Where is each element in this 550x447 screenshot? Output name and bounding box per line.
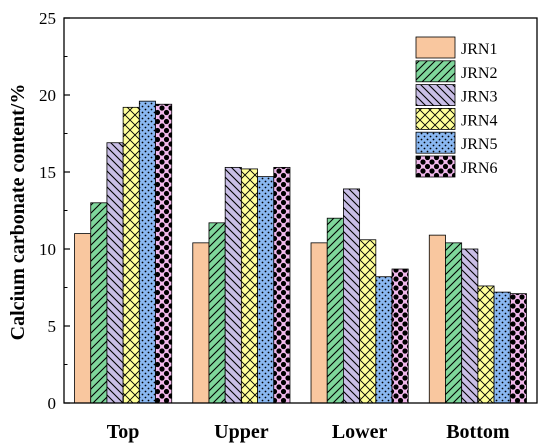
y-tick-label: 10	[39, 240, 56, 259]
axes: 0 5 10 15 20 25 Top Upper Lower Bottom	[39, 9, 538, 443]
bar-jrn2-top	[90, 202, 108, 404]
bar-jrn1-lower	[310, 242, 328, 404]
legend-swatch-jrn4	[415, 108, 456, 130]
legend: JRN1 JRN2 JRN3 JRN4 JRN5 JRN6	[415, 36, 497, 178]
legend-swatch-jrn2	[415, 60, 456, 83]
x-tick-label: Bottom	[446, 421, 510, 443]
bar-jrn5-bottom	[493, 291, 511, 404]
bar-jrn2-upper	[208, 222, 226, 404]
bar-jrn3-top	[106, 142, 124, 404]
y-tick-label: 25	[39, 9, 56, 28]
y-axis-label: Calcium carbonate content/%	[7, 84, 29, 341]
legend-swatch-jrn5	[415, 131, 456, 154]
x-tick-label: Top	[107, 421, 140, 443]
bar-jrn2-bottom	[445, 242, 463, 404]
bar-jrn3-upper	[224, 166, 242, 404]
legend-swatch-jrn1	[415, 36, 456, 59]
x-tick-label: Upper	[214, 421, 269, 443]
legend-swatch-jrn3	[415, 84, 456, 106]
legend-label-jrn4: JRN4	[461, 112, 497, 129]
bar-jrn1-bottom	[428, 234, 446, 404]
legend-swatch-jrn6	[415, 155, 456, 178]
bar-jrn5-lower	[375, 276, 393, 404]
bar-jrn5-top	[138, 100, 156, 404]
legend-label-jrn1: JRN1	[461, 41, 497, 58]
legend-label-jrn2: JRN2	[461, 65, 497, 82]
x-tick-label: Lower	[332, 421, 388, 443]
bar-jrn3-bottom	[461, 248, 479, 404]
y-tick-label: 15	[39, 163, 56, 182]
bar-jrn6-lower	[391, 268, 409, 404]
bar-jrn1-top	[74, 233, 92, 404]
bar-jrn4-top	[122, 106, 140, 404]
bar-jrn4-bottom	[477, 285, 495, 404]
y-tick-label: 0	[48, 394, 57, 413]
y-tick-label: 20	[39, 86, 56, 105]
bar-jrn6-bottom	[509, 293, 527, 404]
bar-jrn6-top	[155, 103, 173, 404]
bar-jrn4-lower	[359, 239, 377, 404]
bar-jrn5-upper	[257, 176, 275, 404]
bar-jrn1-upper	[192, 242, 210, 404]
legend-label-jrn3: JRN3	[461, 89, 497, 106]
bar-jrn4-upper	[240, 168, 258, 404]
bars-layer	[74, 100, 527, 404]
y-tick-label: 5	[48, 317, 57, 336]
legend-label-jrn6: JRN6	[461, 160, 497, 177]
bar-jrn2-lower	[326, 217, 344, 404]
legend-label-jrn5: JRN5	[461, 136, 497, 153]
bar-jrn3-lower	[343, 188, 361, 404]
bar-jrn6-upper	[273, 166, 291, 404]
